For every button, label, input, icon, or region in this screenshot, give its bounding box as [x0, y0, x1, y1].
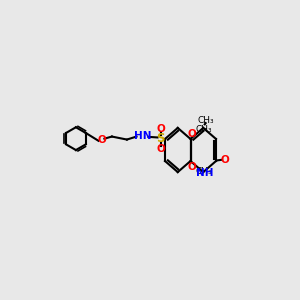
Text: CH₃: CH₃: [198, 116, 214, 125]
Text: CH₃: CH₃: [196, 125, 212, 134]
Text: O: O: [156, 124, 165, 134]
Text: O: O: [188, 130, 196, 140]
Text: O: O: [188, 162, 196, 172]
Text: O: O: [97, 135, 106, 145]
Text: O: O: [220, 154, 229, 164]
Text: HN: HN: [134, 131, 151, 141]
Text: S: S: [156, 133, 165, 146]
Text: CH₃: CH₃: [196, 167, 212, 176]
Text: O: O: [156, 144, 165, 154]
Text: NH: NH: [196, 168, 214, 178]
